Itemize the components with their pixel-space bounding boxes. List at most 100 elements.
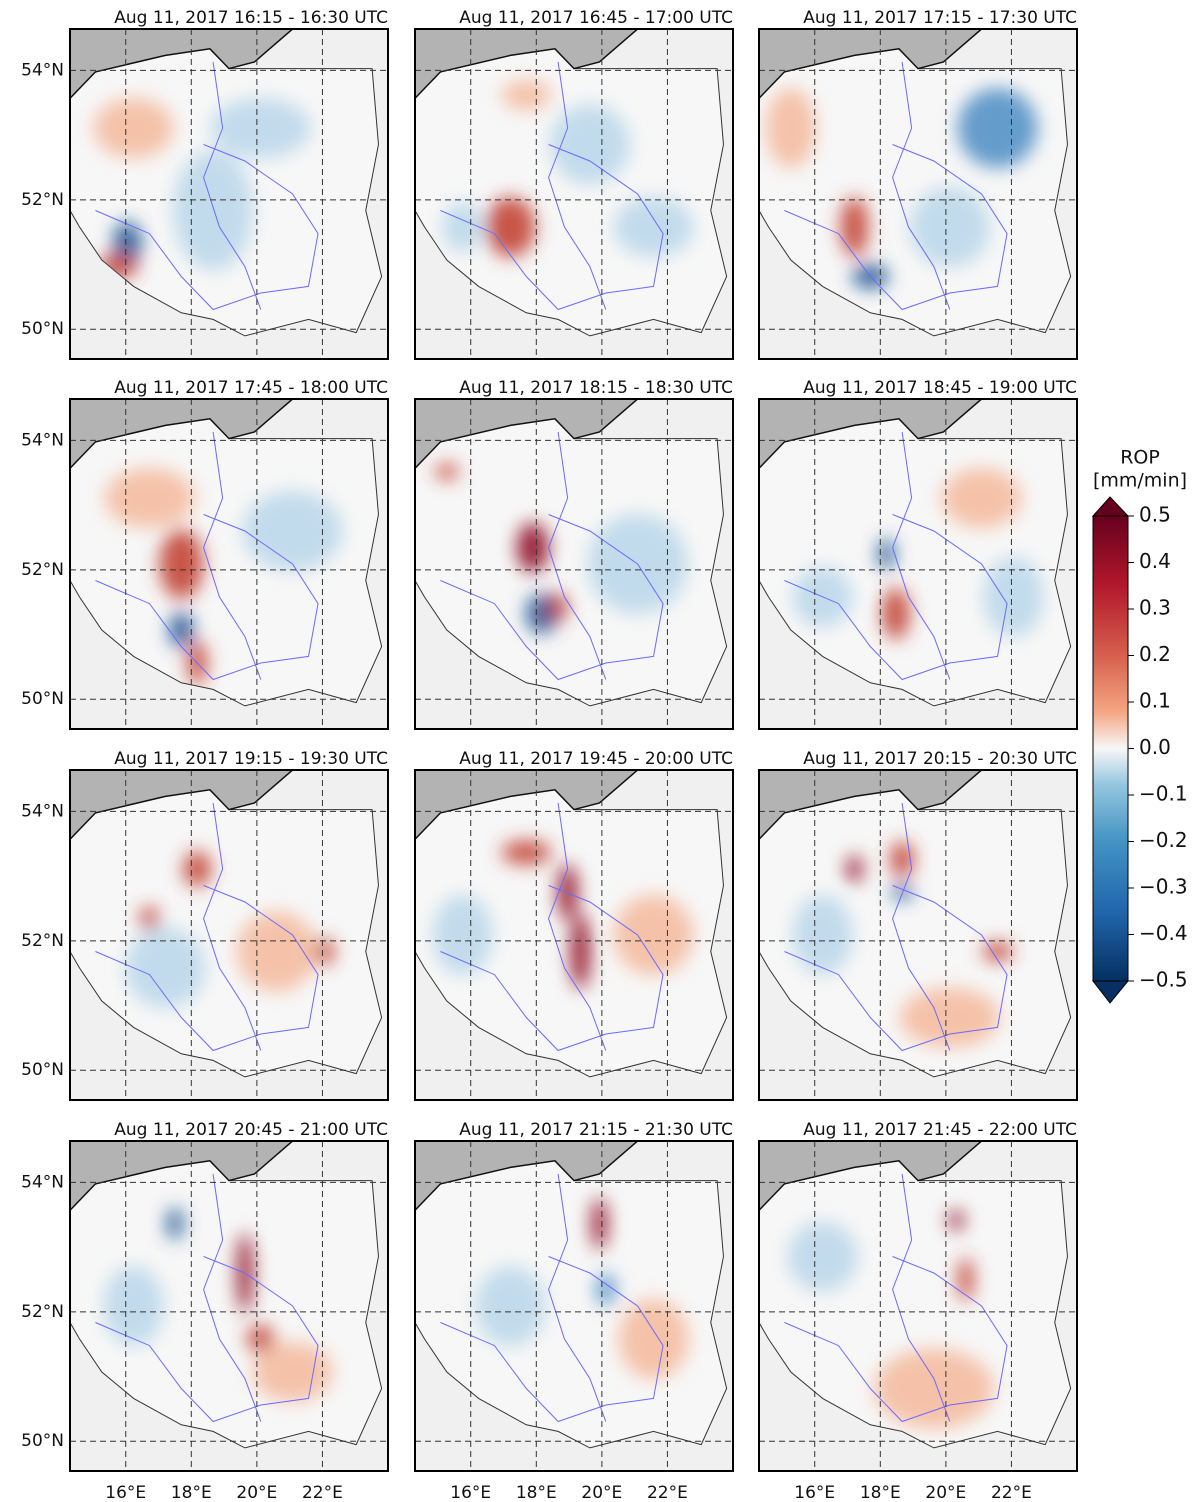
y-tick-label: 50°N — [21, 1060, 64, 1080]
river — [784, 885, 1008, 1052]
rop-blob — [173, 150, 254, 271]
map-panel: Aug 11, 2017 17:15 - 17:30 UTC — [758, 8, 1078, 360]
rop-blob — [881, 587, 910, 640]
colorbar-tick-label: 0.1 — [1139, 689, 1171, 713]
river — [95, 144, 319, 311]
panel-title: Aug 11, 2017 17:45 - 18:00 UTC — [114, 378, 388, 398]
river — [440, 514, 664, 681]
rop-blob — [183, 851, 212, 887]
rop-blob — [983, 557, 1044, 637]
rop-blob — [840, 197, 869, 257]
map-panel: Aug 11, 2017 16:45 - 17:00 UTC — [414, 8, 734, 360]
colorbar-label: [mm/min] — [1093, 470, 1187, 492]
rop-blob — [125, 928, 206, 1008]
map-panel: 54°N 52°N 50°N Aug 11, 2017 17:45 - 18:00 U… — [21, 378, 389, 730]
colorbar-tick-label: 0.3 — [1139, 596, 1171, 620]
rop-field — [787, 1210, 994, 1429]
colorbar-extend-bottom — [1091, 980, 1130, 1004]
river — [784, 514, 1008, 681]
x-tick-label: 16°E — [450, 1483, 491, 1502]
rop-field — [765, 88, 1038, 289]
y-tick-label: 52°N — [21, 931, 64, 951]
rop-blob — [557, 864, 578, 921]
colorbar-tick-label: 0.2 — [1139, 642, 1171, 666]
rop-field — [432, 840, 694, 990]
rop-blob — [103, 1266, 164, 1346]
panel-title: Aug 11, 2017 21:45 - 22:00 UTC — [803, 1120, 1077, 1140]
panel-title: Aug 11, 2017 16:15 - 16:30 UTC — [114, 8, 388, 28]
sea — [69, 398, 295, 471]
panel-title: Aug 11, 2017 18:45 - 19:00 UTC — [803, 378, 1077, 398]
map-panel: 54°N 52°N 50°N Aug 11, 2017 16:15 - 16:30 U… — [21, 8, 389, 360]
x-tick-label: 22°E — [991, 1483, 1032, 1502]
y-tick-label: 54°N — [21, 1172, 64, 1192]
panel-title: Aug 11, 2017 20:45 - 21:00 UTC — [114, 1120, 388, 1140]
river — [892, 431, 951, 680]
panel-title: Aug 11, 2017 19:45 - 20:00 UTC — [459, 749, 733, 769]
y-tick-label: 50°N — [21, 689, 64, 709]
map-panel: 54°N 52°N 50°N Aug 11, 2017 19:15 - 19:30 U… — [21, 749, 389, 1101]
panel-frame — [414, 28, 734, 360]
colorbar: ROP [mm/min] 0.5 0.4 0.3 0.2 0.1 0.0 −0.1 −0.2 −… — [1091, 447, 1188, 1004]
panel-title: Aug 11, 2017 17:15 - 17:30 UTC — [803, 8, 1077, 28]
river — [548, 1173, 607, 1422]
rop-blob — [516, 522, 549, 573]
colorbar-tick-label: −0.1 — [1139, 782, 1188, 806]
colorbar-tick-label: −0.5 — [1139, 968, 1188, 992]
x-tick-label: 20°E — [236, 1483, 277, 1502]
colorbar-label: ROP — [1120, 447, 1160, 469]
panel-frame — [69, 1140, 389, 1472]
rop-blob — [618, 1299, 689, 1379]
y-tick-label: 54°N — [21, 801, 64, 821]
map-panel: 16°E 18°E 20°E 22°E Aug 11, 2017 21:15 - 21:… — [414, 1120, 734, 1502]
river — [203, 61, 262, 310]
rop-blob — [982, 941, 1013, 962]
rop-blob — [242, 491, 343, 571]
x-tick-label: 20°E — [581, 1483, 622, 1502]
colorbar-tick-label: −0.2 — [1139, 828, 1188, 852]
panel-title: Aug 11, 2017 18:15 - 18:30 UTC — [459, 378, 733, 398]
rop-blob — [890, 841, 915, 878]
rop-blob — [957, 1257, 974, 1302]
rop-blob — [899, 987, 1000, 1048]
x-tick-label: 22°E — [647, 1483, 688, 1502]
rop-blob — [442, 202, 483, 252]
river — [440, 1256, 664, 1423]
rop-field — [442, 80, 694, 257]
sea — [414, 769, 640, 842]
panel-frame — [414, 398, 734, 730]
rop-blob — [252, 1342, 333, 1402]
map-panel: Aug 11, 2017 19:45 - 20:00 UTC — [414, 749, 734, 1101]
panel-frame — [758, 1140, 1078, 1472]
panel-frame — [758, 769, 1078, 1101]
rop-blob — [909, 187, 990, 267]
rop-blob — [93, 98, 174, 158]
y-tick-label: 54°N — [21, 430, 64, 450]
rop-blob — [549, 104, 630, 185]
panel-frame — [758, 28, 1078, 360]
rop-blob — [941, 468, 1022, 528]
rop-blob — [166, 1207, 183, 1240]
panel-frame — [758, 398, 1078, 730]
rop-blob — [787, 1221, 858, 1292]
sea — [758, 1140, 984, 1213]
rop-blob — [948, 1210, 965, 1231]
river — [892, 1173, 951, 1422]
panel-frame — [414, 769, 734, 1101]
sea — [758, 28, 984, 101]
rop-blob — [595, 1273, 616, 1306]
rop-blob — [159, 529, 204, 599]
rop-blob — [432, 895, 493, 975]
rop-field — [104, 468, 343, 685]
sea — [414, 28, 640, 101]
x-tick-label: 18°E — [860, 1483, 901, 1502]
y-tick-label: 54°N — [21, 60, 64, 80]
panel-title: Aug 11, 2017 21:15 - 21:30 UTC — [459, 1120, 733, 1140]
river — [784, 144, 1008, 311]
panel-title: Aug 11, 2017 20:15 - 20:30 UTC — [803, 749, 1077, 769]
rop-blob — [570, 913, 591, 990]
river — [548, 61, 607, 310]
x-tick-label: 16°E — [105, 1483, 146, 1502]
